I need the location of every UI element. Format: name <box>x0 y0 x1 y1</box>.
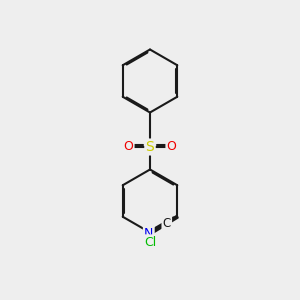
Text: Cl: Cl <box>144 236 156 249</box>
Text: C: C <box>163 217 171 230</box>
Text: N: N <box>144 227 154 240</box>
Text: S: S <box>146 140 154 154</box>
Text: O: O <box>167 140 176 154</box>
Text: O: O <box>124 140 133 154</box>
